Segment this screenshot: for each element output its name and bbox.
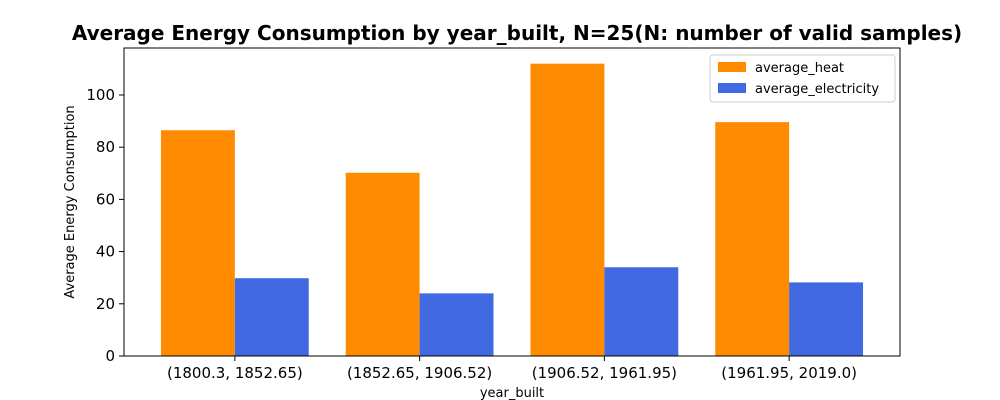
bar-average_heat-3 (715, 122, 790, 356)
x-axis-label: year_built (480, 386, 544, 400)
legend-swatch-average_electricity (718, 83, 746, 93)
legend-label-average_electricity: average_electricity (755, 82, 879, 97)
y-tick-label-5: 100 (86, 86, 115, 104)
bar-average_electricity-2 (604, 267, 679, 356)
y-axis-label: Average Energy Consumption (63, 105, 78, 298)
bar-average_heat-2 (530, 63, 605, 356)
x-tick-label-3: (1961.95, 2019.0) (721, 364, 857, 382)
x-tick-label-1: (1852.65, 1906.52) (347, 364, 492, 382)
y-tick-label-3: 60 (96, 190, 115, 208)
bar-average_heat-0 (160, 130, 235, 356)
y-tick-label-1: 20 (96, 295, 115, 313)
legend-label-average_heat: average_heat (755, 61, 844, 76)
x-tick-label-2: (1906.52, 1961.95) (532, 364, 677, 382)
chart-title: Average Energy Consumption by year_built… (72, 21, 962, 45)
x-tick-label-0: (1800.3, 1852.65) (167, 364, 303, 382)
y-tick-label-0: 0 (105, 347, 115, 365)
bar-average_electricity-0 (234, 278, 309, 356)
y-tick-label-4: 80 (96, 138, 115, 156)
y-tick-label-2: 40 (96, 243, 115, 261)
legend-box (709, 54, 896, 103)
plot-frame (123, 47, 901, 357)
legend-swatch-average_heat (718, 62, 746, 72)
bar-average_electricity-1 (419, 293, 494, 356)
plot-area: 0 20 40 60 80 100 (1800.3, 1852.65) (1852.65, 1… (86, 63, 864, 382)
bar-average_electricity-3 (789, 282, 864, 356)
legend: average_heat average_electricity (709, 54, 896, 103)
bar-average_heat-1 (345, 172, 420, 356)
